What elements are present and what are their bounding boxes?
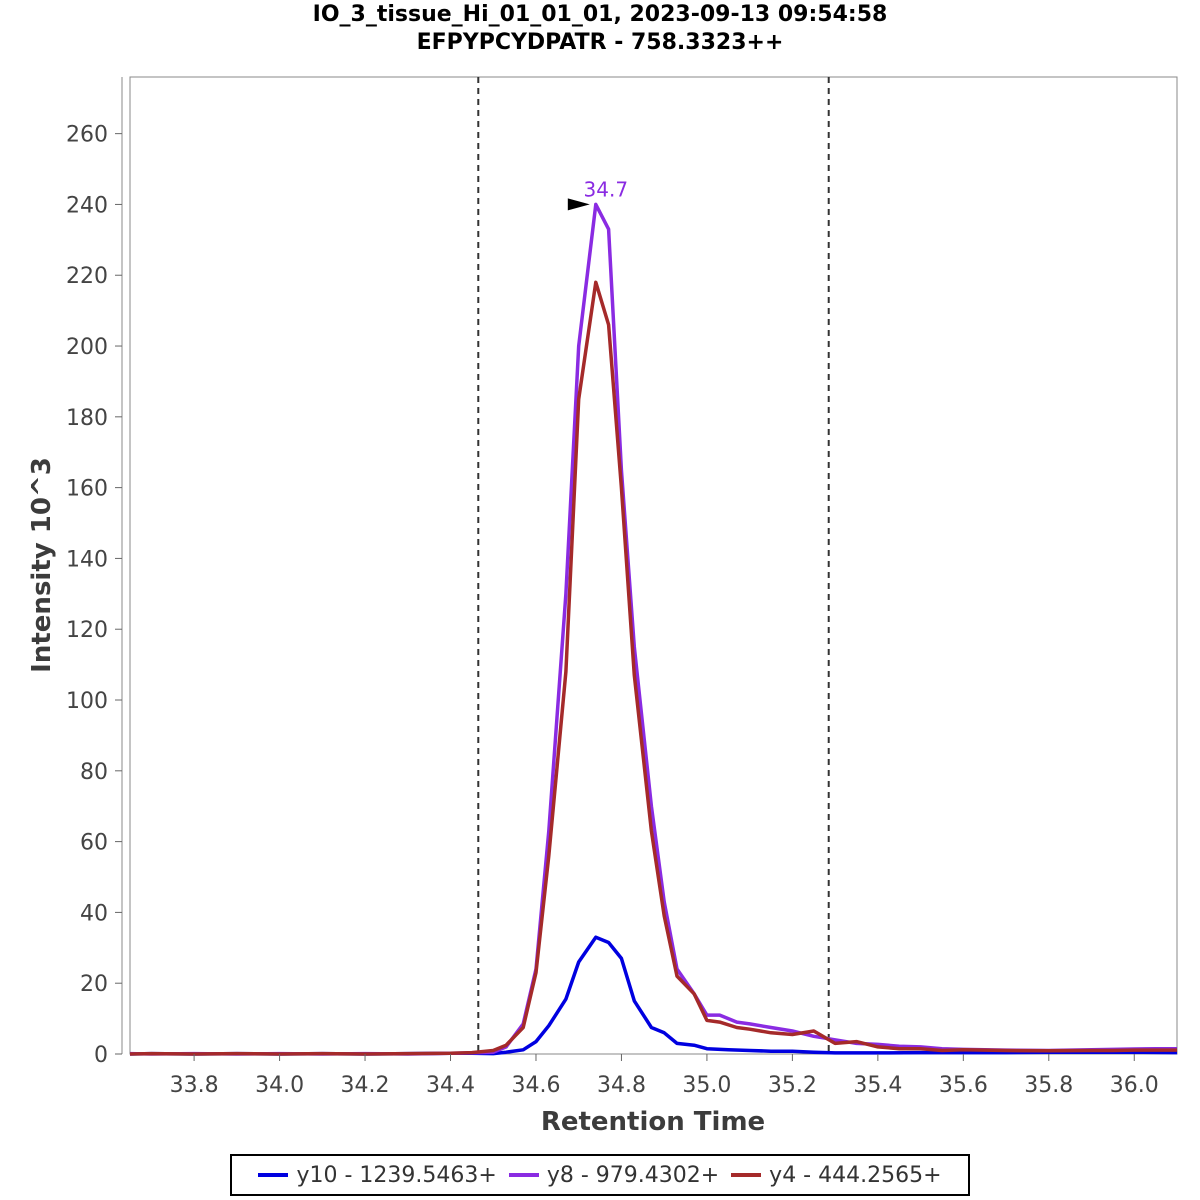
plot-area	[129, 76, 1178, 1055]
x-tick-label: 34.4	[426, 1073, 475, 1098]
series-layer	[129, 202, 1178, 1056]
y-axis: 0 20 40 60 80 100 120 140 160 180 200 220 240 260	[66, 77, 123, 1068]
y-tick-label: 180	[66, 406, 108, 431]
series-line-2	[129, 280, 1177, 1056]
x-axis: 33.8 34.0 34.2 34.4 34.6 34.8 35.0 35.2 35.4 35.6…	[170, 1054, 1159, 1098]
y-tick-label: 260	[66, 123, 108, 148]
y-axis-label: Intensity 10^3	[27, 457, 57, 673]
x-axis-label: Retention Time	[541, 1107, 765, 1137]
peak-arrow	[567, 198, 590, 211]
x-tick-label: 35.2	[768, 1073, 817, 1098]
x-tick-label: 34.8	[597, 1073, 646, 1098]
y-tick-label: 240	[66, 193, 108, 218]
integration-boundaries	[477, 77, 830, 1054]
y-tick-label: 120	[66, 618, 108, 643]
legend: y10 - 1239.5463+ y8 - 979.4302+ y4 - 444…	[230, 1154, 970, 1196]
legend-swatch-y4	[731, 1173, 762, 1177]
x-tick-label: 35.6	[939, 1073, 988, 1098]
legend-label-y8: y8 - 979.4302+	[546, 1162, 720, 1188]
x-tick-label: 35.0	[682, 1073, 731, 1098]
y-tick-label: 60	[80, 831, 108, 856]
y-tick-label: 140	[66, 547, 108, 572]
y-tick-label: 40	[80, 901, 108, 926]
x-tick-label: 33.8	[170, 1073, 219, 1098]
x-tick-label: 36.0	[1110, 1073, 1159, 1098]
x-tick-label: 35.8	[1024, 1073, 1073, 1098]
y-tick-label: 0	[94, 1043, 108, 1068]
peak-annotation: 34.7	[567, 177, 629, 211]
legend-item-y8: y8 - 979.4302+	[508, 1162, 720, 1188]
y-tick-label: 200	[66, 335, 108, 360]
legend-swatch-y10	[258, 1173, 289, 1177]
y-tick-label: 100	[66, 689, 108, 714]
x-tick-label: 34.0	[255, 1073, 304, 1098]
legend-swatch-y8	[508, 1173, 539, 1177]
y-tick-label: 160	[66, 477, 108, 502]
y-tick-label: 20	[80, 972, 108, 997]
chart-subtitle: EFPYPCYDPATR - 758.3323++	[416, 30, 784, 55]
chart-title: IO_3_tissue_Hi_01_01_01, 2023-09-13 09:5…	[312, 2, 888, 27]
legend-item-y10: y10 - 1239.5463+	[258, 1162, 497, 1188]
y-tick-label: 220	[66, 264, 108, 289]
y-tick-label: 80	[80, 760, 108, 785]
legend-item-y4: y4 - 444.2565+	[731, 1162, 942, 1188]
legend-label-y10: y10 - 1239.5463+	[296, 1162, 497, 1188]
x-tick-label: 34.6	[511, 1073, 560, 1098]
x-tick-label: 35.4	[853, 1073, 902, 1098]
chromatogram-chart: 33.8 34.0 34.2 34.4 34.6 34.8 35.0 35.2 35.4 35.6…	[27, 76, 1178, 1137]
x-tick-label: 34.2	[341, 1073, 390, 1098]
peak-label: 34.7	[584, 177, 629, 201]
legend-label-y4: y4 - 444.2565+	[769, 1162, 942, 1188]
